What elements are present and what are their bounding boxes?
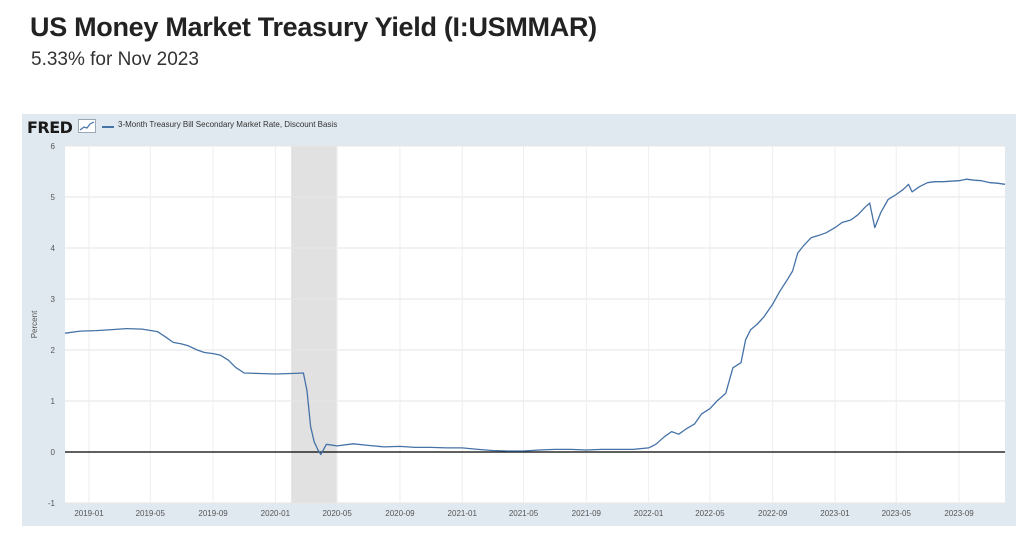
series-line	[64, 178, 1006, 456]
legend-label: 3-Month Treasury Bill Secondary Market R…	[118, 120, 338, 129]
x-tick-label: 2019-05	[136, 509, 166, 518]
page-subtitle: 5.33% for Nov 2023	[31, 49, 199, 70]
y-tick-label: 2	[51, 346, 56, 355]
x-tick-label: 2022-05	[695, 509, 725, 518]
x-tick-label: 2022-01	[634, 509, 664, 518]
x-tick-label: 2019-09	[198, 509, 228, 518]
x-tick-label: 2021-01	[448, 509, 478, 518]
y-tick-label: 1	[51, 397, 56, 406]
x-tick-label: 2023-09	[944, 509, 974, 518]
x-tick-label: 2023-05	[882, 509, 912, 518]
fred-graph-icon	[78, 119, 96, 133]
y-axis-label: Percent	[30, 310, 39, 338]
x-tick-label: 2020-09	[385, 509, 415, 518]
x-tick-label: 2021-05	[509, 509, 539, 518]
y-tick-label: 5	[51, 193, 56, 202]
fred-logo: FRED	[27, 118, 73, 137]
chart-frame: FRED 3-Month Treasury Bill Secondary Mar…	[22, 114, 1016, 526]
line-chart: -1 0 1 2 3 4 5 6 2019-01 2019-05 2019-09 2020-01 202…	[30, 142, 1006, 518]
x-tick-label: 2020-01	[261, 509, 291, 518]
plot-area	[65, 146, 1005, 503]
fred-header: FRED 3-Month Treasury Bill Secondary Mar…	[22, 114, 1016, 140]
y-tick-label: 4	[51, 244, 56, 253]
y-tick-label: 3	[51, 295, 56, 304]
legend-line-icon	[102, 126, 114, 128]
y-tick-label: 6	[51, 142, 56, 151]
y-tick-label: 0	[51, 448, 56, 457]
x-tick-label: 2021-09	[572, 509, 602, 518]
recession-shading	[291, 146, 337, 503]
page-title: US Money Market Treasury Yield (I:USMMAR…	[30, 12, 597, 42]
x-tick-label: 2019-01	[74, 509, 104, 518]
y-tick-label: -1	[48, 499, 56, 508]
x-tick-label: 2022-09	[758, 509, 788, 518]
x-tick-label: 2020-05	[322, 509, 352, 518]
x-tick-label: 2023-01	[820, 509, 850, 518]
